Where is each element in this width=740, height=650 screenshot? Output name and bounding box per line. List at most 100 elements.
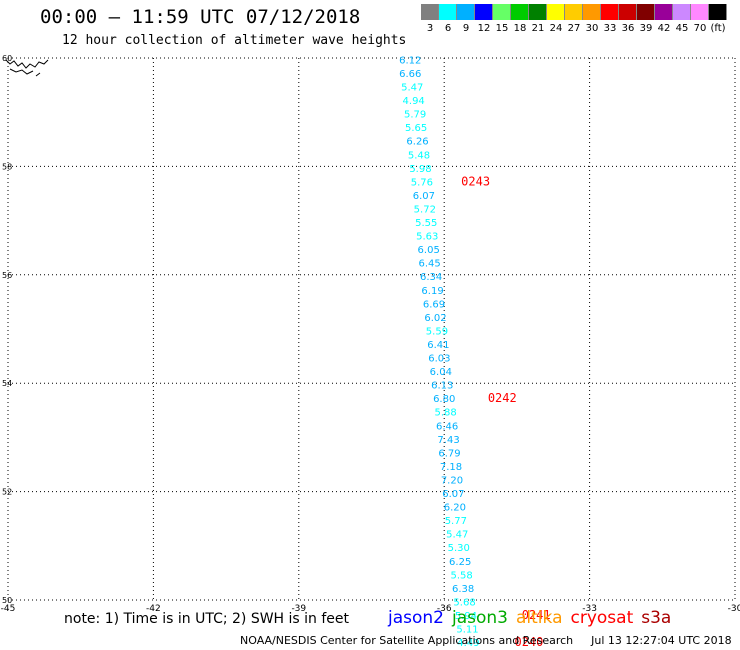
satellite-label: jason2	[388, 608, 444, 628]
swh-value: 6.19	[421, 286, 443, 297]
pass-time-label: 0242	[488, 391, 517, 405]
legend-label: 15	[495, 23, 509, 34]
swh-value: 5.58	[451, 570, 473, 581]
generated-timestamp: Jul 13 12:27:04 UTC 2018	[591, 634, 732, 647]
lat-tick-label: 50	[2, 596, 12, 605]
swh-value: 5.88	[435, 408, 457, 419]
note-text: note: 1) Time is in UTC; 2) SWH is in fe…	[64, 611, 350, 627]
swh-value: 6.45	[419, 259, 441, 270]
swh-value: 7.43	[437, 435, 459, 446]
lon-tick-label: -30	[728, 604, 740, 614]
legend-swatch	[691, 4, 709, 20]
legend-swatch	[655, 4, 673, 20]
legend-swatch	[637, 4, 655, 20]
coastline-fragment	[5, 59, 49, 77]
swh-value: 5.63	[416, 232, 438, 243]
swh-value: 6.25	[449, 557, 471, 568]
swh-value: 6.12	[399, 55, 421, 66]
swh-value: 5.47	[446, 530, 468, 541]
legend-label: 33	[603, 23, 617, 34]
legend-swatch	[457, 4, 475, 20]
legend-label: 30	[585, 23, 599, 34]
legend-swatch	[547, 4, 565, 20]
legend-swatch	[529, 4, 547, 20]
legend-label: 27	[567, 23, 581, 34]
legend-swatch	[421, 4, 439, 20]
swh-value: 6.07	[413, 191, 435, 202]
lon-tick-label: -45	[1, 604, 16, 614]
pass-time-label: 0240	[514, 635, 543, 649]
legend-label: 70	[693, 23, 707, 34]
pass-time-labels: 0243 0242 0241 0240	[461, 174, 550, 649]
lat-tick-label: 54	[2, 379, 12, 388]
lon-tick-label: -36	[437, 604, 452, 614]
swh-value: 5.98	[409, 164, 431, 175]
legend-swatch	[583, 4, 601, 20]
swh-value: 6.34	[420, 272, 442, 283]
satellite-label: jason3	[452, 608, 508, 628]
swh-value: 6.07	[442, 489, 464, 500]
legend-swatch	[493, 4, 511, 20]
lon-tick-label: -42	[146, 604, 161, 614]
swh-value: 5.94	[455, 611, 477, 622]
legend-swatch	[475, 4, 493, 20]
swh-value: 5.77	[445, 516, 467, 527]
swh-value: 6.79	[438, 448, 460, 459]
legend-swatch	[619, 4, 637, 20]
swh-value: 5.79	[404, 110, 426, 121]
legend-label: 45	[675, 23, 689, 34]
swh-value: 5.68	[453, 597, 475, 608]
legend-label: 18	[513, 23, 527, 34]
swh-value: 5.76	[411, 177, 433, 188]
legend-label: 3	[426, 23, 434, 34]
legend-label: 24	[549, 23, 563, 34]
map-grid	[7, 57, 736, 601]
lat-tick-label: 56	[2, 271, 12, 280]
swh-value: 5.48	[408, 150, 430, 161]
credit-line: NOAA/NESDIS Center for Satellite Applica…	[240, 634, 732, 647]
legend-swatch	[439, 4, 457, 20]
swh-value: 6.03	[428, 354, 450, 365]
legend-label: 12	[477, 23, 491, 34]
lat-tick-label: 52	[2, 488, 12, 497]
credit-text: NOAA/NESDIS Center for Satellite Applica…	[240, 634, 574, 647]
legend-label: 9	[462, 23, 470, 34]
swh-value: 6.02	[424, 313, 446, 324]
swh-value: 6.69	[423, 299, 445, 310]
page-subtitle: 12 hour collection of altimeter wave hei…	[62, 33, 407, 48]
legend-label: 36	[621, 23, 635, 34]
satellite-label: s3a	[641, 608, 672, 628]
coastline	[5, 59, 49, 77]
legend-label: 6	[444, 23, 452, 34]
swh-value: 6.13	[431, 381, 453, 392]
legend-swatch	[601, 4, 619, 20]
swh-value: 4.94	[403, 96, 425, 107]
legend-swatch	[709, 4, 727, 20]
legend-swatch	[511, 4, 529, 20]
satellite-label: cryosat	[570, 608, 634, 628]
swh-value: 6.26	[406, 137, 428, 148]
axis-ticks: -45 -42 -39 -36 -33 -30 60 58 56 54 52 50	[1, 54, 740, 614]
legend-label: 39	[639, 23, 653, 34]
swh-value: 7.20	[441, 475, 463, 486]
swh-value: 5.30	[448, 543, 470, 554]
legend-swatch	[565, 4, 583, 20]
satellite-label: altika	[516, 608, 563, 628]
lon-tick-label: -33	[582, 604, 597, 614]
pass-time-label: 0241	[522, 608, 551, 622]
swh-value: 6.04	[430, 367, 452, 378]
swh-value: 5.47	[401, 83, 423, 94]
pass-time-label: 0243	[461, 174, 490, 188]
swh-value: 4.49	[457, 638, 479, 649]
swh-value: 6.41	[427, 340, 449, 351]
swh-value: 6.05	[418, 245, 440, 256]
swh-value: 5.11	[456, 625, 478, 636]
swh-observations: 6.12 6.66 5.47 4.94 5.79 5.65 6.26 5.48 5.98 5.76…	[399, 55, 479, 649]
lat-tick-label: 60	[2, 54, 12, 63]
swh-value: 5.59	[426, 326, 448, 337]
swh-value: 7.18	[440, 462, 462, 473]
swh-value: 5.55	[415, 218, 437, 229]
swh-value: 5.65	[405, 123, 427, 134]
lat-tick-label: 58	[2, 162, 12, 171]
swh-value: 6.80	[433, 394, 455, 405]
